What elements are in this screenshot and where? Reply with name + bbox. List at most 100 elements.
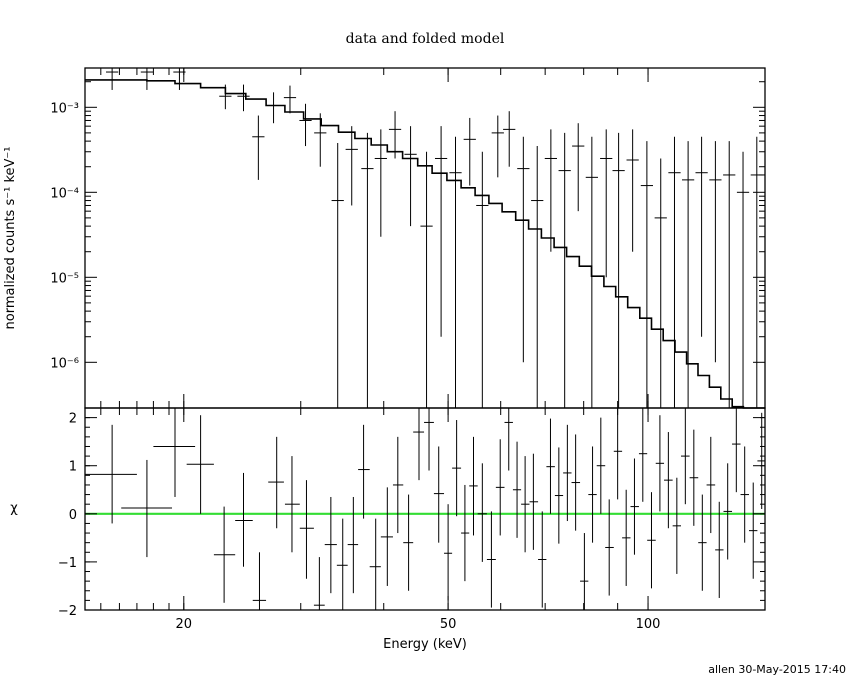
model-step-line [85, 79, 765, 409]
bottom-y-axis-label: χ [10, 501, 18, 516]
residual-point [723, 463, 733, 560]
y-tick-label: 10⁻⁵ [50, 271, 79, 286]
residual-point [748, 482, 758, 579]
data-point [434, 126, 448, 337]
residual-point [347, 496, 359, 594]
residual-point [213, 506, 236, 603]
data-point [463, 117, 476, 186]
residual-point [715, 501, 724, 598]
residual-point [680, 408, 690, 505]
residual-point [571, 434, 581, 531]
residual-point [732, 408, 741, 493]
top-panel: 10⁻⁶ 10⁻⁵ 10⁻⁴ 10⁻³ normalized counts s⁻¹ k… [3, 67, 766, 409]
residual-point [689, 429, 699, 526]
data-point [668, 136, 681, 408]
data-point [640, 141, 654, 408]
data-point [695, 136, 708, 337]
residual-point [613, 408, 623, 500]
data-point [585, 136, 598, 408]
residual-point [153, 408, 196, 497]
residual-point [477, 463, 487, 562]
residual-point [469, 436, 478, 536]
data-point [758, 141, 766, 278]
chi-tick-label: −1 [58, 556, 77, 571]
residual-point [512, 441, 522, 538]
data-point [219, 84, 232, 110]
residual-point [284, 456, 300, 553]
data-point [723, 141, 736, 408]
residual-point [392, 436, 404, 534]
residual-point [413, 408, 425, 481]
x-tick-label: 50 [440, 617, 457, 632]
data-point [314, 113, 327, 167]
x-tick-label: 100 [636, 617, 661, 632]
residual-point [235, 472, 253, 567]
data-point [544, 129, 557, 252]
data-point [736, 151, 750, 408]
data-point [420, 151, 433, 408]
data-point [681, 141, 695, 408]
data-point [374, 129, 387, 237]
y-tick-label: 10⁻⁶ [50, 356, 79, 371]
residual-point [588, 446, 597, 543]
data-point [558, 132, 571, 408]
residual-point [529, 453, 539, 550]
data-point [267, 92, 280, 124]
residual-points-layer [85, 408, 765, 610]
bottom-y-ticks: −2 −1 0 1 2 [58, 407, 765, 619]
data-point [531, 146, 544, 408]
residual-point [672, 477, 681, 574]
data-point [503, 111, 516, 167]
data-point [572, 123, 585, 212]
data-point [600, 129, 613, 278]
data-point [252, 115, 265, 180]
residual-point [252, 552, 267, 610]
residual-point [554, 447, 564, 544]
data-point [626, 129, 639, 252]
residual-point [268, 436, 284, 529]
residual-point [403, 494, 414, 591]
data-point [517, 136, 530, 363]
data-point [491, 115, 504, 178]
residual-point [538, 511, 547, 608]
data-point [404, 126, 417, 227]
residual-point [299, 480, 314, 579]
residual-point [186, 415, 214, 514]
residual-point [638, 408, 648, 502]
top-panel-frame [84, 67, 766, 409]
chi-tick-label: 0 [69, 508, 77, 523]
data-points-layer [106, 68, 766, 408]
data-point [449, 136, 462, 408]
y-tick-label: 10⁻⁴ [50, 186, 79, 201]
residual-point [740, 446, 749, 543]
x-axis-label: Energy (keV) [383, 637, 467, 652]
residual-point [486, 511, 496, 608]
residual-point [596, 417, 606, 514]
chi-tick-label: 2 [69, 412, 77, 427]
residual-point [380, 487, 393, 586]
data-point [654, 158, 667, 408]
residual-point [580, 533, 589, 610]
data-point [709, 141, 722, 363]
chi-tick-label: −2 [58, 604, 77, 619]
data-point [331, 143, 344, 408]
data-point [476, 151, 489, 408]
residual-point [424, 408, 434, 471]
top-y-axis-label: normalized counts s⁻¹ keV⁻¹ [3, 147, 18, 330]
residual-point [121, 459, 173, 558]
y-tick-label: 10⁻³ [50, 101, 79, 116]
data-point [299, 103, 312, 147]
residual-point [85, 424, 137, 524]
data-point [345, 126, 358, 206]
residual-point [664, 432, 673, 529]
residual-point [433, 446, 445, 543]
footer-timestamp: allen 30-May-2015 17:40 [708, 663, 846, 676]
data-point [106, 68, 119, 90]
residual-point [358, 424, 370, 519]
chi-tick-label: 1 [69, 460, 77, 475]
data-point [140, 68, 154, 90]
residual-point [546, 418, 555, 514]
bottom-panel-frame [84, 407, 766, 611]
data-point [283, 85, 297, 114]
